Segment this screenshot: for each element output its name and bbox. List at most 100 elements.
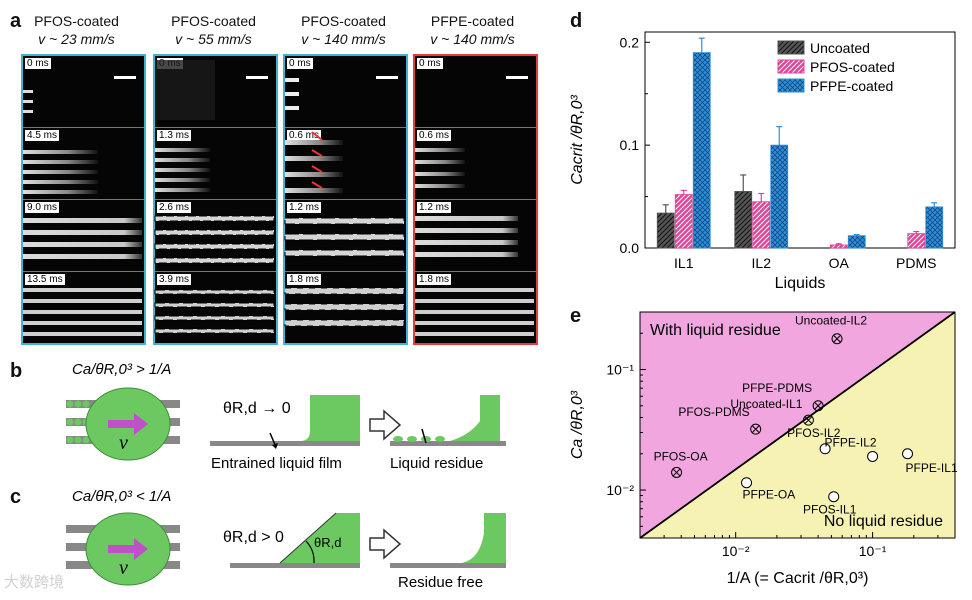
contact-line-diagram-c <box>230 512 506 568</box>
velocity-symbol-b: v <box>119 432 128 454</box>
region-label-lower: No liquid residue <box>824 513 943 530</box>
x-tick-label: PDMS <box>896 255 936 271</box>
threshold-line <box>639 311 956 539</box>
scatter-chart: 10⁻² 10⁻¹ 10⁻² 10⁻¹ With liquid residue No li… <box>569 311 958 587</box>
bar <box>734 191 753 249</box>
angle-label-b: θR,d → 0 <box>223 400 291 417</box>
data-point-label: Uncoated-IL2 <box>795 314 867 328</box>
caption-residue: Liquid residue <box>390 455 484 472</box>
image-frame: 1.8 ms <box>285 272 406 343</box>
arrow-icon <box>108 538 148 560</box>
data-point-residue <box>831 333 843 345</box>
time-label: 0.6 ms <box>417 130 452 141</box>
column-coating: PFOS-coated <box>34 13 119 29</box>
image-frame: 13.5 ms <box>23 272 144 343</box>
data-point-label: Uncoated-IL1 <box>730 397 802 411</box>
time-label: 1.8 ms <box>287 274 322 285</box>
image-frame: 3.9 ms <box>155 272 276 343</box>
image-frame: 9.0 ms <box>23 200 144 272</box>
x-tick-label: OA <box>829 255 850 271</box>
caption-film: Entrained liquid film <box>211 455 342 472</box>
x-tick-label: IL2 <box>752 255 772 271</box>
contact-line-diagram-b <box>210 395 506 449</box>
column-coating: PFOS-coated <box>171 13 256 29</box>
time-label: 0 ms <box>25 58 51 69</box>
data-point-label: PFOS-IL1 <box>803 503 857 517</box>
image-frame: 4.5 ms <box>23 128 144 200</box>
data-point-residue <box>802 414 814 426</box>
scale-bar <box>114 76 136 79</box>
image-frame: 0 ms <box>285 56 406 128</box>
image-frame: 1.2 ms <box>415 200 536 272</box>
data-point-cross <box>833 334 841 343</box>
angle-inset-c: θR,d <box>314 535 342 550</box>
time-label: 1.3 ms <box>157 130 192 141</box>
image-frame: 1.8 ms <box>415 272 536 343</box>
legend-swatch <box>777 59 805 74</box>
bar <box>752 201 771 249</box>
legend-swatch <box>777 78 805 93</box>
next-arrow-icon <box>369 528 402 560</box>
bar <box>656 212 675 249</box>
image-column-1: 0 ms 4.5 ms 9.0 ms 13.5 ms <box>21 54 146 345</box>
column-velocity: v ~ 140 mm/s <box>430 31 515 47</box>
bar <box>674 194 693 249</box>
image-frame: 0 ms <box>415 56 536 128</box>
image-column-3: 0 ms 0.6 ms 1.2 ms 1.8 ms <box>283 54 408 345</box>
data-point-label: PFPE-IL2 <box>825 435 877 449</box>
bar <box>847 235 866 249</box>
data-point-label: PFPE-IL1 <box>906 461 958 475</box>
time-label: 0 ms <box>157 58 183 69</box>
condition-c: Ca/θR,0³ < 1/A <box>72 488 172 505</box>
column-title: PFOS-coated v ~ 23 mm/s <box>14 12 139 48</box>
legend-label: PFPE-coated <box>810 78 893 94</box>
region-label-upper: With liquid residue <box>650 322 781 339</box>
column-title: PFOS-coated v ~ 140 mm/s <box>281 12 406 48</box>
next-arrow-icon <box>369 409 402 441</box>
watermark: 大数跨境 <box>4 574 65 591</box>
bar <box>692 52 711 249</box>
bar <box>925 206 944 249</box>
data-point-label: PFPE-PDMS <box>742 381 812 395</box>
column-coating: PFPE-coated <box>430 13 515 29</box>
x-axis-label: Liquids <box>775 275 826 292</box>
plot-frame <box>644 31 956 249</box>
scale-bar <box>506 76 528 79</box>
bar-chart: 0.0 0.1 0.2 IL1 IL2 OA PDMS Liquids Cacrit /θR,0… <box>569 31 956 292</box>
time-label: 9.0 ms <box>25 202 60 213</box>
y-tick-label: 10⁻¹ <box>606 362 634 378</box>
bar <box>829 244 848 249</box>
image-frame: 0.6 ms <box>415 128 536 200</box>
image-frame: 1.2 ms <box>285 200 406 272</box>
panel-a-label: a <box>10 10 22 32</box>
angle-label-c: θR,d > 0 <box>223 529 284 546</box>
time-label: 1.8 ms <box>417 274 452 285</box>
column-title: PFPE-coated v ~ 140 mm/s <box>410 12 535 48</box>
image-frame: 1.3 ms <box>155 128 276 200</box>
data-point-cross <box>814 401 822 410</box>
y-axis-label: Cacrit /θR,0³ <box>569 95 586 185</box>
time-label: 0.6 ms <box>287 130 322 141</box>
data-point-label: PFPE-OA <box>743 488 796 502</box>
data-point-cross <box>804 416 813 425</box>
image-frame: 0.6 ms <box>285 128 406 200</box>
image-frame: 0 ms <box>23 56 144 128</box>
droplet-diagram-b <box>66 387 180 461</box>
time-label: 2.6 ms <box>157 202 192 213</box>
data-point-cross <box>672 468 681 477</box>
time-label: 13.5 ms <box>25 274 65 285</box>
data-point-label: PFOS-IL2 <box>787 426 841 440</box>
data-point-free <box>828 491 840 503</box>
time-label: 3.9 ms <box>157 274 192 285</box>
time-label: 1.2 ms <box>417 202 452 213</box>
data-point-residue <box>671 466 683 478</box>
arrow-icon <box>108 413 148 435</box>
x-axis-label: 1/A (= Cacrit /θR,0³) <box>727 570 869 587</box>
legend-swatch <box>777 40 805 55</box>
x-tick-label: IL1 <box>674 255 694 271</box>
legend-label: PFOS-coated <box>810 59 895 75</box>
y-tick-label: 10⁻² <box>606 482 634 498</box>
panel-b-label: b <box>10 360 23 382</box>
time-label: 4.5 ms <box>25 130 60 141</box>
data-point-residue <box>812 400 824 412</box>
